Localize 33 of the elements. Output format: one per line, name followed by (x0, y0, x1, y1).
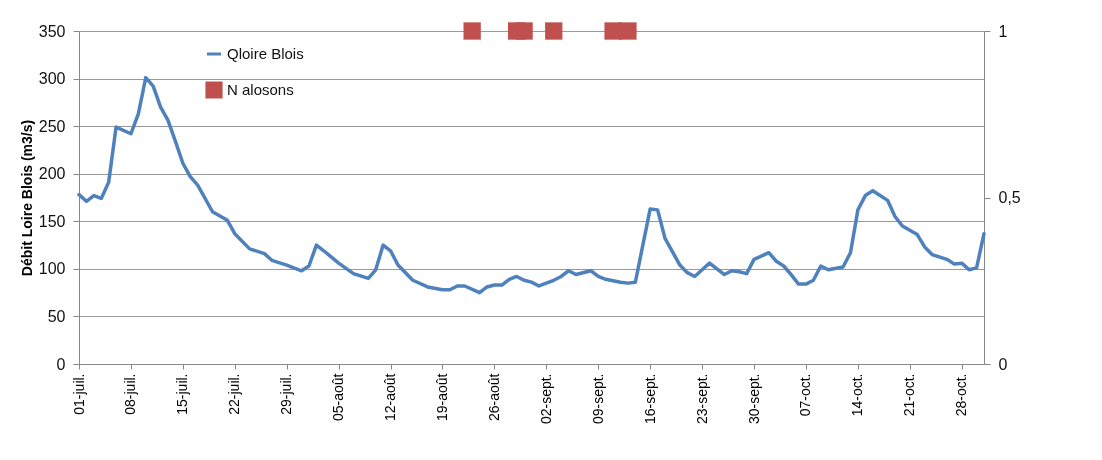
x-tick-label: 12-août (382, 373, 399, 421)
y-tick-label: 300 (38, 70, 66, 88)
y-tick-label: 200 (38, 165, 66, 183)
x-tick-label: 08-juil. (122, 373, 139, 415)
x-tick-label: 14-oct. (849, 373, 866, 417)
x-tick-label: 09-sept. (589, 373, 606, 425)
x-tick-label: 07-oct. (797, 373, 814, 417)
y2-tick-label: 0 (998, 355, 1008, 373)
x-tick-label: 21-oct. (901, 373, 918, 417)
x-tick-label: 05-août (330, 373, 347, 421)
x-tick-label: 23-sept. (693, 373, 710, 425)
x-tick-label: 19-août (433, 373, 450, 421)
y-tick-label: 0 (56, 355, 66, 373)
y-tick-label: 150 (38, 212, 66, 230)
y-tick-label: 350 (38, 22, 66, 40)
x-tick-label: 01-juil. (70, 373, 87, 415)
x-tick-label: 30-sept. (745, 373, 762, 425)
x-tick-label: 16-sept. (641, 373, 658, 425)
y-axis-title: Débit Loire Blois (m3/s) (18, 119, 35, 277)
x-tick-label: 22-juil. (226, 373, 243, 415)
legend-label: N alosons (227, 81, 294, 98)
y2-tick-label: 0,5 (998, 189, 1021, 206)
x-tick-label: 28-oct. (953, 373, 970, 417)
y-tick-label: 100 (38, 260, 66, 278)
legend-label: Qloire Blois (227, 45, 304, 62)
x-tick-label: 15-juil. (174, 373, 191, 415)
y-tick-label: 50 (47, 307, 66, 325)
y2-tick-label: 1 (998, 22, 1008, 40)
x-tick-label: 29-juil. (278, 373, 295, 415)
y-tick-label: 250 (38, 117, 66, 135)
line-series (77, 75, 986, 295)
x-tick-label: 02-sept. (537, 373, 554, 425)
x-tick-label: 26-août (485, 373, 502, 421)
